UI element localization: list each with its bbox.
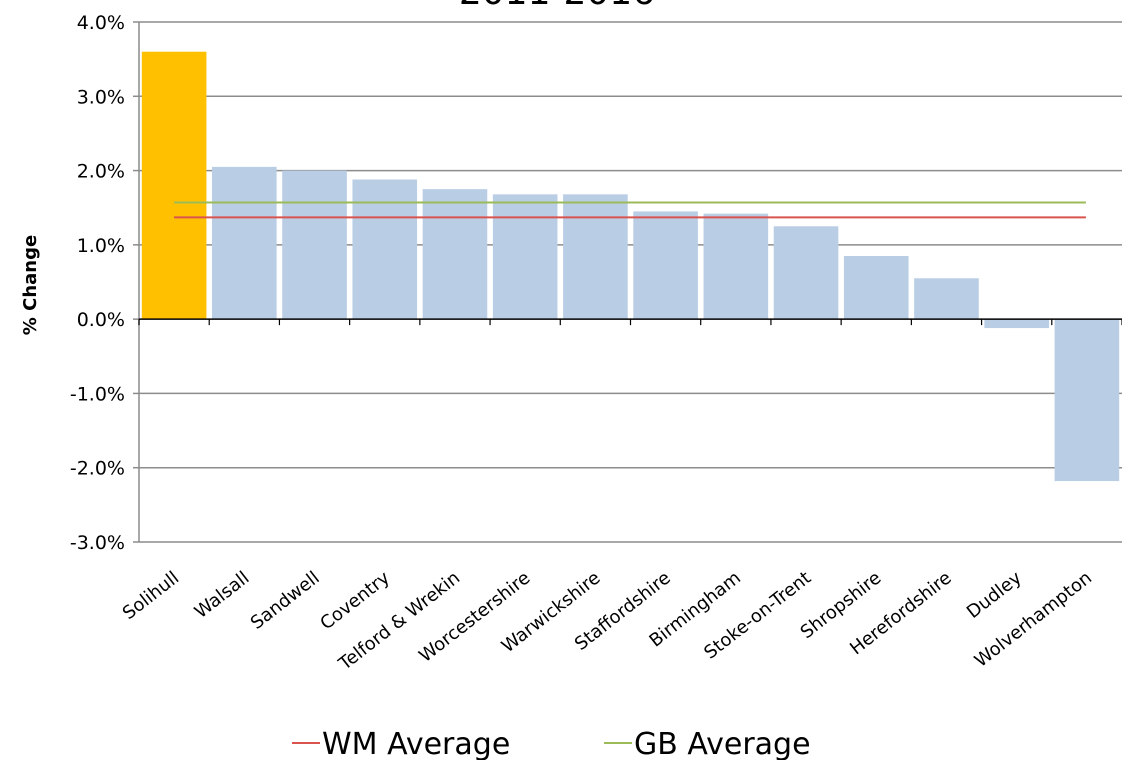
- y-tick-label: 1.0%: [77, 235, 125, 257]
- y-tick-label: 3.0%: [77, 86, 125, 108]
- x-tick-label: Dudley: [963, 567, 1026, 623]
- x-tick-label: Wolverhampton: [971, 567, 1096, 671]
- x-tick-label: Walsall: [191, 567, 254, 622]
- y-tick-label: 4.0%: [77, 12, 125, 34]
- bar-telford-wrekin: [422, 189, 488, 320]
- y-tick-labels: 4.0% 3.0% 2.0% 1.0% 0.0% -1.0% -2.0% -3.0%: [70, 12, 125, 554]
- bar-sandwell: [282, 170, 347, 320]
- legend: WM Average GB Average: [292, 727, 811, 760]
- bars: [141, 51, 1120, 482]
- y-tick-label: -1.0%: [70, 383, 125, 405]
- bar-herefordshire: [914, 278, 979, 320]
- y-axis-label: % Change: [20, 235, 41, 335]
- chart-title: 2011-2016: [459, 0, 655, 13]
- x-tick-label: Sandwell: [247, 567, 324, 633]
- y-tick-label: 2.0%: [77, 161, 125, 183]
- x-tick-label: Telford & Wrekin: [334, 567, 464, 675]
- bar-stoke-on-trent: [773, 226, 839, 320]
- legend-label: WM Average: [322, 727, 510, 760]
- bar-birmingham: [703, 213, 769, 320]
- bar-wolverhampton: [1054, 319, 1120, 482]
- y-tick-label: -2.0%: [70, 458, 125, 480]
- y-tick-label: 0.0%: [77, 309, 125, 331]
- bar-warwickshire: [563, 194, 628, 320]
- axes: [133, 21, 1122, 543]
- legend-label: GB Average: [634, 727, 811, 760]
- y-tick-label: -3.0%: [70, 532, 125, 554]
- bar-solihull: [141, 51, 207, 320]
- reference-lines: [174, 201, 1086, 219]
- x-tick-label: Solihull: [119, 567, 183, 624]
- bar-worcestershire: [492, 194, 558, 320]
- bar-shropshire: [843, 256, 909, 320]
- bar-staffordshire: [633, 211, 698, 320]
- bar-dudley: [984, 319, 1049, 329]
- bar-walsall: [212, 166, 277, 320]
- bar-coventry: [352, 179, 418, 320]
